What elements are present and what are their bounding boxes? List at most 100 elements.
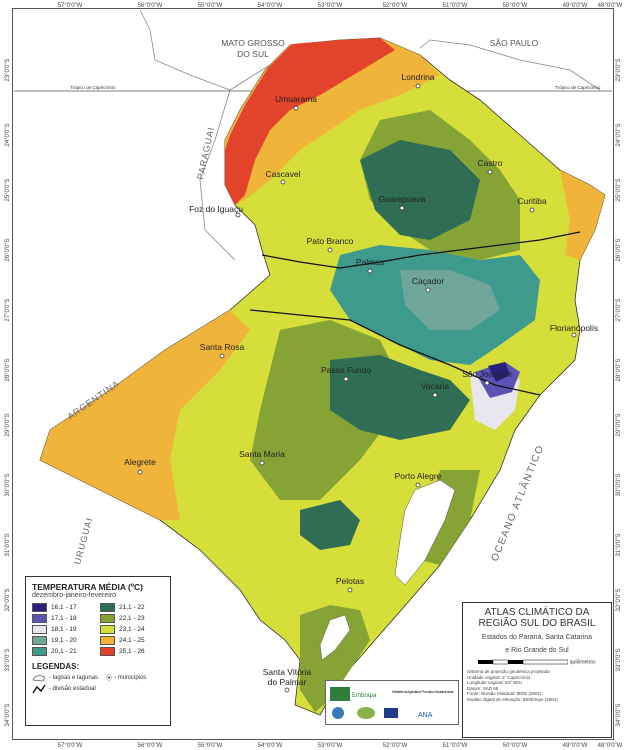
division-line-icon [32,684,46,694]
right-latitude-ticks: 23°0'0"S 24°0'0"S 25°0'0"S 26°0'0"S 27°0'0"S… [616,58,622,726]
zone-21-22 [360,140,480,240]
legend-subtitle: dezembro-janeiro-fevereiro [32,592,117,599]
lat-tick-label-left: 26°0'0"S [5,238,11,261]
lat-tick-label-right: 31°0'0"S [616,533,622,556]
city-markers: Londrina Umuarama Cascavel Castro Foz do Igu… [124,72,598,693]
label-mato-grosso-2: DO SUL [237,49,269,59]
left-latitude-ticks: 23°0'0"S 24°0'0"S 25°0'0"S 26°0'0"S 27°0'0"S… [5,58,11,726]
atlas-note-line: Sistema de projeção geodésica projetada [467,669,550,675]
city-label: do Palmar [268,677,307,687]
legend-class-label: 23,1 - 24 [119,626,145,633]
legend-division-row: - divisão estadual [32,684,164,694]
legend-class-label: 17,1 - 18 [51,615,77,622]
legend-swatch [32,625,47,634]
lat-tick-label-right: 27°0'0"S [616,298,622,321]
scale-bar-icon [478,659,569,665]
atlas-notes: Sistema de projeção geodésica projetada U… [467,669,607,702]
lat-tick-label-left: 25°0'0"S [5,178,11,201]
legend-swatch [32,614,47,623]
temperature-legend: TEMPERATURA MÉDIA (ºC) dezembro-janeiro-… [25,576,171,726]
city-dot-icon [367,268,373,274]
city-label: Curitiba [517,196,547,206]
legend-swatch [32,647,47,656]
city-label: Caçador [412,276,444,286]
lon-tick-label-top: 57°0'0"W [58,3,83,9]
lat-tick-label-right: 28°0'0"S [616,358,622,381]
lat-tick-label-left: 23°0'0"S [5,58,11,81]
legend-lakes-label: - lagoas e lagunas [49,674,99,681]
city-dot-icon [484,380,490,386]
city-label: Santa Vitória [263,667,312,677]
atlas-note-line: Fonte: Divisão estadual: IBGE (2001) [467,691,542,697]
state-division-pr-sc [261,231,581,269]
legend-class-item: 25,1 - 26 [100,647,164,656]
atlas-title-1: ATLAS CLIMÁTICO DA [484,607,590,618]
city-dot-icon [487,169,493,175]
logos-canvas: Embrapa Ministério da Agricultura, Pecuá… [330,687,454,719]
city-label: Passo Fundo [321,365,371,375]
city-label: São Joaquim [462,369,512,379]
city-label: Pato Branco [307,236,354,246]
city-dot-icon [343,376,349,382]
lat-tick-label-right: 23°0'0"S [616,58,622,81]
agency-logo-icon [332,707,344,719]
zone-19-20 [400,270,500,330]
state-division-sc-rs [249,309,541,396]
lon-tick-label-bottom: 50°0'0"W [503,743,528,749]
atlas-title-box: ATLAS CLIMÁTICO DA REGIÃO SUL DO BRASIL … [462,602,612,738]
city-dot-icon [235,212,241,218]
legend-swatch [100,636,115,645]
lon-tick-label-top: 51°0'0"W [443,3,468,9]
bottom-longitude-ticks: 57°0'0"W 56°0'0"W 55°0'0"W 54°0'0"W 53°0'0"W… [58,743,623,749]
city-label: Pelotas [336,576,364,586]
legend-class-item: 21,1 - 22 [100,603,164,612]
city-label: Santa Maria [239,449,285,459]
atlas-title-2: REGIÃO SUL DO BRASIL [478,618,596,629]
scale-unit: quilômetros [569,659,596,666]
city-label: Foz do Iguaçu [189,204,243,214]
city-label: Castro [477,158,502,168]
zone-25-26 [225,38,395,205]
legend-class-label: 25,1 - 26 [119,648,145,655]
lat-tick-label-left: 32°0'0"S [5,588,11,611]
legend-class-label: 21,1 - 22 [119,604,145,611]
neighbor-border-line [419,39,601,91]
atlas-subtitle-2: e Rio Grande do Sul [505,647,569,654]
legend-class-label: 18,1 - 19 [51,626,77,633]
tropic-label-right: Trópico de Capricórnio [555,85,601,90]
city-dot-icon [571,332,577,338]
legendas-title: LEGENDAS: [32,662,80,671]
lon-tick-label-top: 55°0'0"W [198,3,223,9]
lat-tick-label-right: 34°0'0"S [616,703,622,726]
city-dot-icon [399,205,405,211]
agency-logo-icon [357,707,375,719]
city-label: Porto Alegre [395,471,442,481]
label-paraguai: PARAGUAI [195,126,216,181]
lon-tick-label-top: 50°0'0"W [503,3,528,9]
legend-division-label: - divisão estadual [49,686,96,692]
lat-tick-label-right: 25°0'0"S [616,178,622,201]
city-dot-icon [280,179,286,185]
atlas-subtitle-1: Estados do Paraná, Santa Catarina [481,634,593,641]
lat-tick-label-left: 34°0'0"S [5,703,11,726]
city-label: Florianópolis [550,323,598,333]
lon-tick-label-top: 54°0'0"W [258,3,283,9]
legend-class-item: 24,1 - 25 [100,636,164,645]
tropic-label-left: Trópico de Capricórnio [70,85,116,90]
legend-swatch [32,603,47,612]
lat-tick-label-left: 24°0'0"S [5,123,11,146]
ana-label: ANA [418,712,433,719]
top-longitude-ticks: 57°0'0"W 56°0'0"W 55°0'0"W 54°0'0"W 53°0'0"W… [58,3,623,9]
city-label: Vacaria [421,381,449,391]
city-label: Londrina [401,72,434,82]
zone-21-22 [330,355,470,440]
lagoa-mirim [319,614,351,661]
city-dot-icon [137,469,143,475]
city-dot-icon [415,83,421,89]
lat-tick-label-right: 32°0'0"S [616,588,622,611]
embrapa-logo-icon [330,687,350,701]
legend-class-label: 24,1 - 25 [119,637,145,644]
lat-tick-label-left: 27°0'0"S [5,298,11,321]
embrapa-label: Embrapa [352,693,377,699]
agency-logo-icon [384,708,398,718]
